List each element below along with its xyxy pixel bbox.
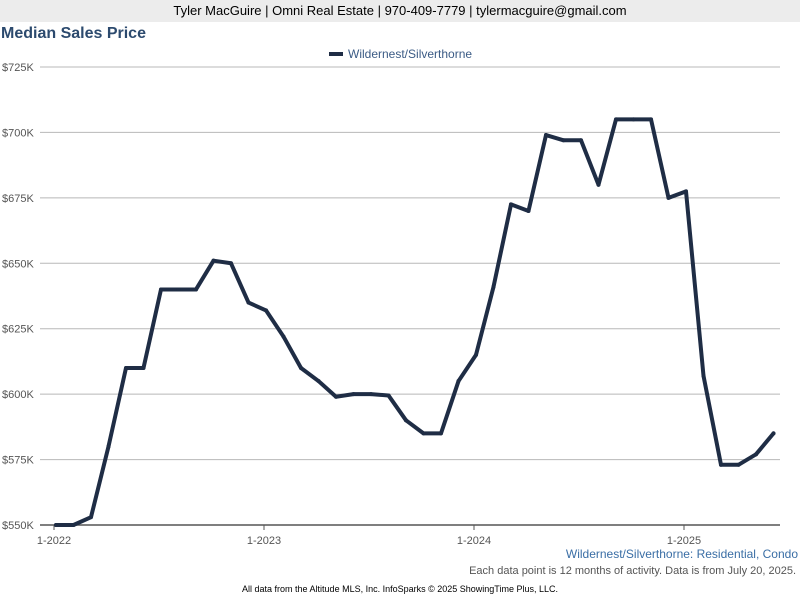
data-point: [754, 452, 758, 457]
data-point: [561, 138, 566, 143]
data-point: [474, 352, 478, 357]
data-point: [631, 117, 636, 122]
data-point: [299, 365, 303, 370]
data-point: [176, 287, 181, 292]
y-tick-label: $575K: [2, 455, 34, 467]
y-tick-label: $600K: [2, 389, 34, 401]
header-bar: Tyler MacGuire | Omni Real Estate | 970-…: [0, 0, 800, 22]
footer-source: All data from the Altitude MLS, Inc. Inf…: [242, 584, 558, 594]
data-point: [771, 431, 776, 436]
y-tick-label: $675K: [2, 193, 34, 205]
data-point: [421, 431, 426, 436]
data-point: [684, 189, 688, 194]
data-point: [229, 261, 233, 266]
data-point: [456, 379, 461, 384]
contact-info: Tyler MacGuire | Omni Real Estate | 970-…: [173, 3, 627, 18]
series-line: [54, 117, 776, 527]
data-point: [211, 258, 216, 263]
data-point: [649, 117, 653, 122]
y-tick-label: $700K: [2, 127, 34, 139]
data-point: [54, 523, 58, 527]
data-point: [404, 418, 408, 423]
data-point: [736, 462, 741, 467]
data-point: [369, 392, 373, 397]
data-point: [491, 284, 496, 289]
legend-swatch: [329, 52, 343, 56]
data-point: [439, 431, 443, 436]
data-point: [509, 202, 513, 207]
series-layer: [54, 117, 776, 527]
data-point: [89, 515, 93, 520]
grid-layer: [40, 66, 780, 526]
data-point: [544, 133, 548, 138]
data-point: [351, 392, 356, 397]
data-point: [334, 394, 338, 399]
data-point: [719, 462, 723, 467]
legend-label: Wildernest/Silverthorne: [348, 47, 473, 61]
data-point: [264, 308, 268, 313]
data-point: [579, 138, 583, 143]
x-tick-label: 1-2022: [37, 535, 71, 547]
data-point: [159, 287, 163, 292]
data-point: [281, 334, 286, 339]
chart-subtitle: Wildernest/Silverthorne: Residential, Co…: [565, 547, 798, 561]
chart-note: Each data point is 12 months of activity…: [469, 565, 796, 577]
y-tick-label: $650K: [2, 258, 34, 270]
x-tick-label: 1-2025: [667, 535, 701, 547]
data-point: [106, 444, 111, 449]
data-point: [701, 373, 706, 378]
y-tick-label: $625K: [2, 324, 34, 336]
data-point: [71, 523, 76, 527]
data-point: [124, 365, 128, 370]
chart-title: Median Sales Price: [1, 25, 146, 42]
data-point: [316, 379, 321, 384]
legend: Wildernest/Silverthorne: [329, 46, 472, 62]
data-point: [526, 208, 531, 213]
data-point: [596, 182, 601, 187]
data-point: [386, 393, 391, 398]
y-tick-label: $725K: [2, 62, 34, 74]
data-point: [246, 300, 251, 305]
y-tick-label: $550K: [2, 520, 34, 532]
axis-layer: $725K $700K $675K $650K $625K $600K $575K $550K…: [2, 62, 701, 547]
x-tick-label: 1-2023: [247, 535, 281, 547]
data-point: [614, 117, 618, 122]
data-point: [666, 195, 671, 200]
x-tick-label: 1-2024: [457, 535, 491, 547]
data-point: [141, 365, 146, 370]
data-point: [194, 287, 198, 292]
